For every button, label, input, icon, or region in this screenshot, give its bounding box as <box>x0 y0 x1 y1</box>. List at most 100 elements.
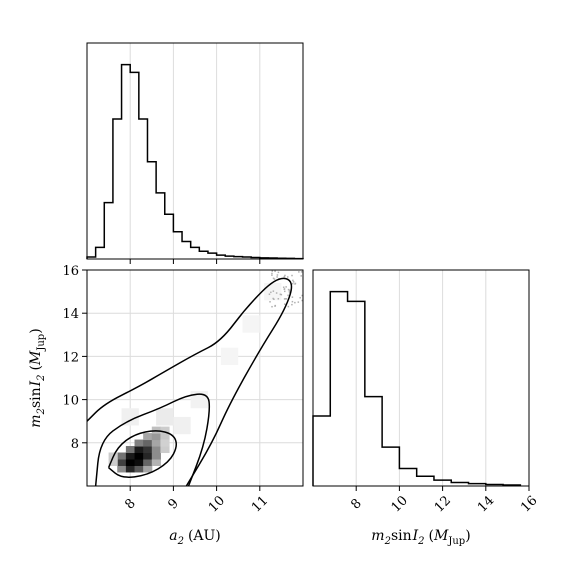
density-haze <box>220 347 239 366</box>
scatter-point <box>287 305 290 308</box>
x-tick-label: 10 <box>206 493 228 515</box>
joint-distribution-panel: 8 9 10 11 8 10 12 14 16 a2 (AU) m2sinI2(MJup) <box>28 264 304 547</box>
density-cell <box>143 452 153 460</box>
scatter-point <box>284 274 286 277</box>
scatter-point <box>271 274 273 276</box>
density-cell <box>125 459 136 466</box>
scatter-point <box>283 288 286 291</box>
top-panel-frame <box>86 42 304 260</box>
right-histogram-path <box>312 290 522 486</box>
density-cell <box>160 433 170 441</box>
scatter-point <box>284 298 287 300</box>
density-cell <box>143 446 153 454</box>
right-x-tick-label: 12 <box>432 493 454 515</box>
scatter-point <box>285 286 287 288</box>
x-axis-label: a2 (AU) <box>169 528 221 547</box>
scatter-point <box>300 271 303 273</box>
density-cell <box>151 433 161 441</box>
scatter-point <box>297 301 300 303</box>
scatter-points <box>268 270 303 308</box>
density-cell <box>125 465 136 473</box>
density-cell <box>134 459 144 466</box>
density-cell <box>134 465 144 473</box>
scatter-point <box>284 303 286 305</box>
scatter-point <box>287 294 289 297</box>
density-cell <box>117 465 127 473</box>
scatter-point <box>273 298 275 300</box>
contour-level-3 <box>87 277 293 486</box>
scatter-point <box>276 274 279 276</box>
scatter-point <box>292 279 294 282</box>
scatter-point <box>274 270 276 273</box>
scatter-point <box>274 305 276 307</box>
density-cell <box>125 452 136 460</box>
density-cell <box>117 452 127 460</box>
scatter-point <box>275 292 278 294</box>
scatter-point <box>291 303 293 306</box>
density-cell <box>134 452 144 460</box>
density-cell <box>143 465 153 473</box>
scatter-point <box>270 291 272 294</box>
scatter-point <box>300 275 302 277</box>
scatter-point <box>299 297 301 299</box>
scatter-point <box>294 301 296 304</box>
scatter-point <box>282 286 285 289</box>
right-x-tick-label: 10 <box>389 493 411 515</box>
y-tick-label: 10 <box>62 394 79 409</box>
joint-panel-frame <box>86 269 304 487</box>
scatter-point <box>271 270 274 272</box>
scatter-point <box>291 300 294 303</box>
right-x-axis-label: m2sinI2 (MJup) <box>371 528 470 547</box>
density-cell <box>151 426 161 434</box>
scatter-point <box>280 293 283 296</box>
density-cell <box>125 446 136 454</box>
scatter-point <box>271 305 273 308</box>
scatter-point <box>285 298 288 300</box>
density-cell <box>151 459 161 466</box>
y-tick-label: 12 <box>62 350 79 365</box>
density-haze <box>156 408 174 426</box>
top-histogram-panel <box>86 42 304 264</box>
density-cell <box>160 446 170 454</box>
scatter-point <box>292 281 295 283</box>
scatter-point <box>283 298 286 300</box>
contour-level-2 <box>94 393 211 486</box>
scatter-point <box>294 283 296 285</box>
scatter-point <box>277 271 280 274</box>
right-histogram-panel: 8 10 12 14 16 m2sinI2 (MJup) <box>312 269 541 547</box>
scatter-point <box>291 296 294 298</box>
y-tick-label: 14 <box>62 307 79 322</box>
density-cell <box>151 446 161 454</box>
y-tick-label: 16 <box>62 264 79 279</box>
scatter-point <box>279 293 282 296</box>
scatter-point <box>283 275 286 278</box>
scatter-point <box>301 294 303 297</box>
density-cell <box>160 439 170 447</box>
scatter-point <box>269 301 271 303</box>
density-haze <box>242 315 260 333</box>
scatter-point <box>288 289 291 291</box>
density-cell <box>117 459 127 466</box>
density-haze <box>121 408 139 426</box>
right-panel-frame <box>312 269 530 487</box>
density-cell <box>143 439 153 447</box>
scatter-point <box>301 299 303 302</box>
top-histogram-path <box>86 63 304 260</box>
scatter-point <box>268 293 271 296</box>
right-x-tick-label: 14 <box>475 493 497 515</box>
density-cell <box>160 426 170 434</box>
scatter-point <box>287 288 290 291</box>
scatter-point <box>276 276 278 278</box>
scatter-point <box>298 271 300 273</box>
density-cell <box>151 452 161 460</box>
x-tick-label: 11 <box>249 493 271 515</box>
y-tick-label: 8 <box>71 437 79 452</box>
density-cell <box>134 446 144 454</box>
scatter-point <box>271 272 273 275</box>
density-cell <box>108 459 118 466</box>
density-cell <box>143 459 153 466</box>
right-x-tick-label: 16 <box>518 493 540 515</box>
scatter-point <box>288 290 291 293</box>
density-cell <box>134 439 144 447</box>
